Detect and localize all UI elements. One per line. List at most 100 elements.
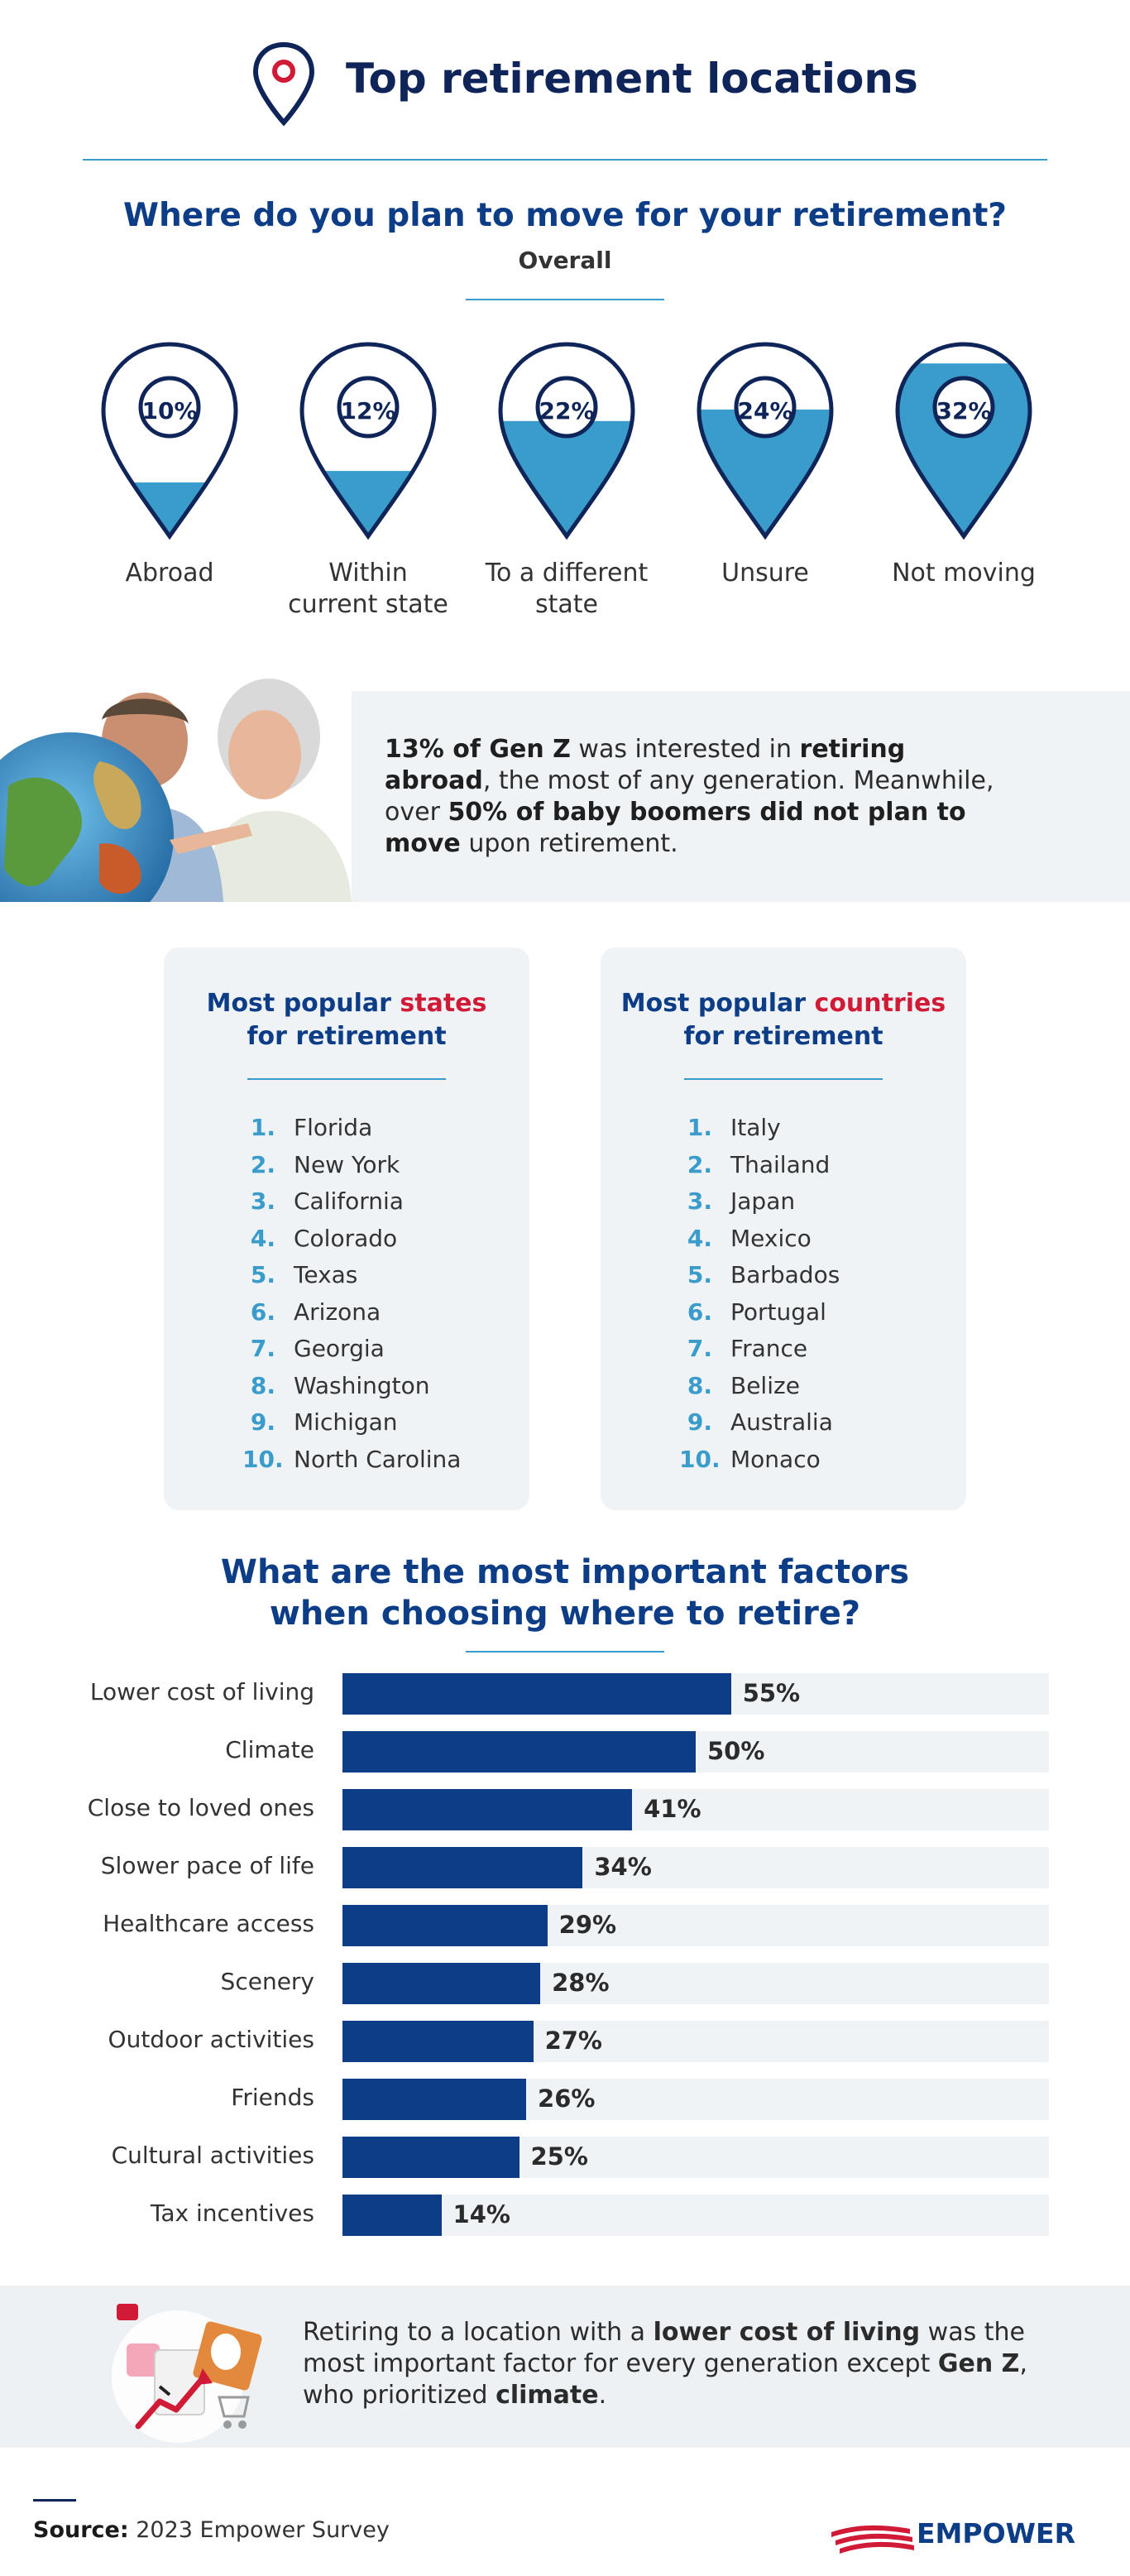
question-2-title: What are the most important factors when…	[0, 1552, 1130, 1634]
states-card: Most popular states for retirement 1. Flo…	[164, 947, 529, 1510]
bar	[342, 2021, 534, 2062]
pin-shape	[498, 342, 635, 540]
pin-category-label-line: state	[535, 590, 598, 619]
rank-number: 2.	[250, 1150, 275, 1178]
bar	[342, 2079, 527, 2120]
cost-of-living-illustration	[112, 2304, 262, 2443]
bar-value-label: 26%	[538, 2084, 596, 2113]
bar-value-label: 50%	[707, 1737, 765, 1765]
pin-shape	[299, 342, 437, 540]
country-list-item: 1. Italy	[679, 1110, 966, 1147]
pin-outline	[697, 342, 834, 540]
bar-value-label: 29%	[558, 1911, 617, 1939]
question-1-divider	[466, 299, 664, 300]
states-title-post: for retirement	[247, 1022, 447, 1051]
country-list-item: 9. Australia	[679, 1404, 966, 1442]
callout-panel	[314, 691, 1130, 902]
state-name: Colorado	[294, 1224, 398, 1252]
state-list-item: 9. Michigan	[242, 1404, 529, 1442]
rank-number: 4.	[250, 1224, 275, 1252]
pin-shape	[101, 342, 238, 540]
pin-category-label-line: Abroad	[125, 559, 214, 588]
pin-shape	[697, 342, 834, 540]
pin-outline	[101, 342, 238, 540]
country-list-item: 5. Barbados	[679, 1257, 966, 1294]
pin-value-circle	[734, 376, 797, 439]
question-1-title: Where do you plan to move for your retir…	[122, 197, 1008, 234]
bar	[342, 1673, 731, 1715]
pin-unsure: 24% Unsure	[666, 339, 864, 589]
country-list-item: 8. Belize	[679, 1368, 966, 1405]
pin-category-label-line: current state	[288, 590, 448, 619]
bar-value-label: 55%	[742, 1679, 801, 1707]
pin-category-label: Not moving	[864, 558, 1063, 589]
callout-text-run: , who prioritized	[303, 2349, 1027, 2410]
pin-not-moving: 32% Not moving	[864, 339, 1063, 589]
bar-category-label: Healthcare access	[103, 1910, 314, 1937]
country-list-item: 7. France	[679, 1331, 966, 1368]
empower-logo-icon	[831, 2525, 914, 2554]
countries-card: Most popular countries for retirement 1.…	[601, 947, 966, 1510]
callout-text-run: Retiring to a location with a	[303, 2318, 654, 2347]
state-name: Florida	[294, 1114, 373, 1141]
rank-number: 5.	[250, 1261, 275, 1288]
pin-fill	[500, 420, 633, 536]
state-list-item: 8. Washington	[242, 1368, 529, 1405]
question-2-divider	[466, 1651, 664, 1653]
countries-title-highlight: countries	[814, 989, 946, 1018]
rank-number: 3.	[687, 1187, 712, 1215]
pin-category-label: Within current state	[269, 558, 467, 621]
states-card-divider	[247, 1078, 446, 1080]
pin-fill	[302, 471, 434, 536]
bar-category-label: Tax incentives	[150, 2199, 314, 2227]
countries-card-divider	[684, 1078, 883, 1080]
callout-text-run: was the most important factor for every …	[303, 2318, 1025, 2378]
callout-emphasis: retiring abroad	[385, 735, 906, 795]
country-name: Thailand	[730, 1150, 831, 1178]
state-name: Georgia	[294, 1335, 385, 1362]
state-name: Texas	[294, 1261, 358, 1288]
pin-value-circle	[932, 376, 995, 439]
country-name: Mexico	[730, 1224, 812, 1252]
bar-category-label: Scenery	[220, 1968, 314, 1995]
gen-z-callout: 13% of Gen Z was interested in retiring …	[0, 679, 1130, 902]
bar	[342, 1789, 633, 1830]
country-name: Monaco	[730, 1445, 821, 1473]
question-1-subtitle: Overall	[518, 247, 612, 274]
country-list-item: 3. Japan	[679, 1183, 966, 1221]
bar-category-label: Lower cost of living	[89, 1678, 314, 1705]
bar-category-label: Outdoor activities	[108, 2026, 314, 2053]
bar	[342, 1847, 583, 1888]
rank-number: 1.	[687, 1114, 712, 1141]
bar-value-label: 27%	[544, 2027, 602, 2055]
pin-shape	[895, 342, 1032, 540]
bar-value-label: 28%	[552, 1969, 610, 1997]
countries-card-title: Most popular countries for retirement	[601, 987, 966, 1053]
bar-category-label: Close to loved ones	[87, 1794, 314, 1821]
bar	[342, 1963, 541, 2004]
state-list-item: 6. Arizona	[242, 1294, 529, 1331]
pin-value-circle	[138, 376, 201, 439]
pin-outline	[498, 342, 635, 540]
bar-value-label: 25%	[530, 2142, 588, 2171]
question-2-line-2: when choosing where to retire?	[269, 1595, 861, 1633]
pin-to-a-different-state: 22% To a different state	[467, 339, 666, 621]
rank-number: 1.	[250, 1114, 275, 1141]
pin-category-label-line: Within	[328, 559, 408, 588]
states-card-title: Most popular states for retirement	[164, 987, 529, 1053]
header-divider	[83, 159, 1047, 161]
source-label: Source:	[33, 2517, 129, 2543]
countries-title-post: for retirement	[683, 1022, 883, 1051]
countries-list: 1. Italy 2. Thailand 3. Japan 4. Mexico 5. Barbad…	[601, 1110, 966, 1478]
source-note: Source: 2023 Empower Survey	[33, 2517, 390, 2543]
country-name: Barbados	[730, 1261, 840, 1288]
country-list-item: 4. Mexico	[679, 1221, 966, 1258]
pin-value-circle	[535, 376, 598, 439]
callout-text-run: upon retirement.	[460, 829, 678, 858]
bar	[342, 2137, 520, 2178]
country-list-item: 6. Portugal	[679, 1294, 966, 1331]
callout-emphasis: Gen Z	[937, 2349, 1020, 2378]
rank-number: 9.	[250, 1408, 275, 1436]
states-title-highlight: states	[400, 989, 487, 1018]
callout-text-run: .	[598, 2381, 607, 2410]
